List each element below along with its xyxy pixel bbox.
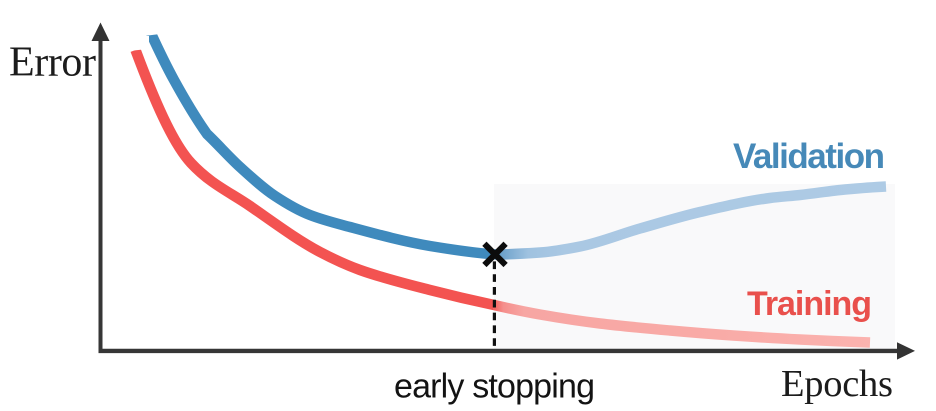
svg-text:Epochs: Epochs — [781, 363, 893, 405]
svg-text:Training: Training — [747, 285, 872, 323]
svg-text:early stopping: early stopping — [394, 368, 595, 406]
svg-text:Error: Error — [9, 40, 96, 86]
svg-text:Validation: Validation — [733, 137, 885, 176]
